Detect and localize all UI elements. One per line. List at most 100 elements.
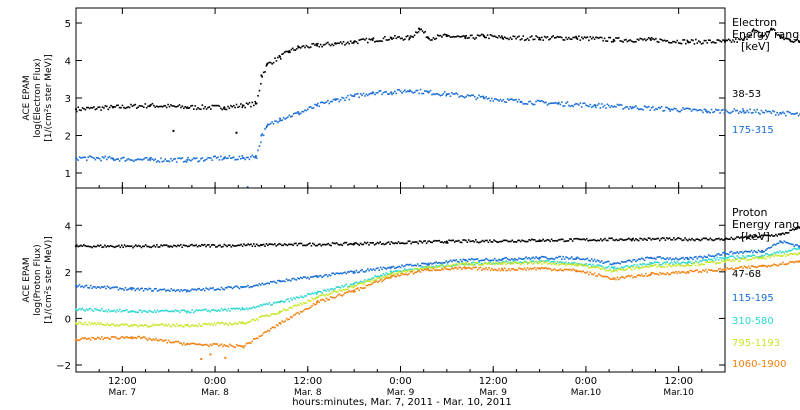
data-point — [91, 336, 93, 339]
data-point — [271, 281, 274, 283]
data-point — [712, 261, 714, 263]
data-point — [183, 309, 185, 311]
data-point — [573, 36, 576, 39]
data-point — [673, 107, 676, 110]
data-point — [429, 269, 432, 272]
data-point — [793, 247, 796, 250]
data-point — [164, 104, 167, 107]
data-point — [637, 274, 640, 276]
data-point — [294, 278, 296, 281]
data-point — [386, 275, 389, 278]
data-point — [644, 238, 647, 241]
data-point — [112, 323, 114, 325]
data-point — [421, 92, 423, 95]
data-point — [406, 270, 409, 272]
data-point — [233, 307, 235, 310]
data-point — [369, 242, 372, 244]
data-point — [261, 282, 264, 285]
data-point — [422, 266, 425, 268]
data-point — [76, 309, 78, 312]
data-point — [311, 43, 313, 45]
data-point — [189, 244, 192, 246]
data-point — [202, 322, 205, 325]
data-point — [379, 276, 382, 279]
data-point — [645, 265, 647, 268]
data-point — [222, 288, 224, 290]
data-point — [642, 275, 644, 278]
data-point — [121, 288, 124, 290]
data-point — [301, 296, 303, 299]
data-point — [236, 244, 238, 247]
data-point — [782, 232, 784, 235]
data-point — [796, 254, 798, 256]
data-point — [180, 157, 182, 160]
data-point — [124, 309, 127, 312]
data-point — [292, 314, 295, 317]
data-point — [448, 93, 450, 95]
data-point — [566, 263, 569, 266]
data-point — [337, 286, 339, 288]
data-point — [418, 92, 420, 95]
data-point — [195, 343, 198, 346]
data-point — [536, 267, 539, 269]
data-point — [217, 345, 220, 347]
data-point — [742, 110, 745, 113]
data-point — [512, 241, 515, 243]
data-point — [415, 31, 417, 33]
data-point — [110, 336, 113, 338]
data-point — [286, 50, 289, 53]
x-tick-date-label: Mar.10 — [571, 388, 602, 398]
data-point — [399, 274, 402, 277]
data-point — [348, 290, 351, 292]
data-point — [596, 104, 599, 107]
data-point — [476, 241, 478, 243]
data-point — [583, 102, 586, 105]
data-point — [369, 280, 372, 283]
data-point — [181, 105, 184, 107]
data-point — [227, 244, 230, 247]
data-point — [528, 268, 530, 271]
data-point — [600, 265, 603, 267]
data-point — [132, 246, 134, 249]
data-point — [640, 273, 643, 276]
data-point — [793, 252, 796, 255]
data-point — [120, 288, 123, 290]
data-point — [255, 306, 258, 308]
data-point — [329, 100, 332, 103]
data-point — [85, 308, 88, 311]
data-point — [158, 105, 161, 108]
data-point — [105, 105, 108, 108]
data-point — [727, 259, 730, 261]
data-point — [240, 157, 242, 160]
data-point — [362, 287, 365, 289]
data-point — [222, 245, 224, 248]
data-point — [626, 275, 629, 278]
data-point — [471, 262, 473, 264]
data-point — [580, 271, 583, 273]
data-point — [212, 324, 214, 327]
data-point — [279, 300, 282, 302]
data-point — [311, 107, 313, 110]
data-point — [380, 243, 383, 246]
data-point — [396, 266, 399, 268]
data-point — [737, 267, 740, 269]
data-point — [574, 237, 577, 240]
data-point — [106, 336, 109, 339]
data-point — [258, 245, 261, 247]
data-point — [771, 28, 773, 31]
data-point — [713, 41, 716, 44]
data-point — [560, 262, 563, 265]
data-point — [548, 102, 550, 105]
data-point — [550, 260, 553, 263]
data-point — [224, 322, 227, 325]
data-point — [144, 103, 147, 105]
data-point — [116, 245, 119, 248]
data-point — [733, 251, 736, 254]
data-point — [121, 156, 124, 159]
data-point — [344, 99, 346, 102]
data-point — [268, 282, 271, 285]
data-point — [378, 242, 380, 245]
data-point — [76, 339, 78, 342]
data-point — [600, 275, 603, 277]
